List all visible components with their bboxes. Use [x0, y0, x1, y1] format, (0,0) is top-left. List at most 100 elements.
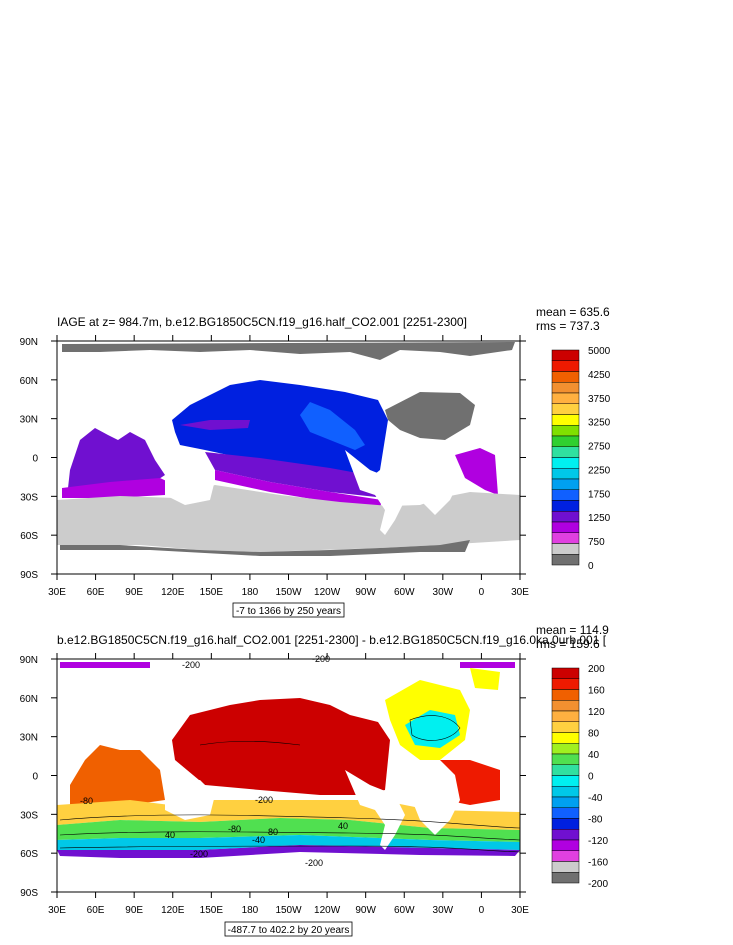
x-tick-label: 150E [200, 905, 224, 916]
contour-label: -40 [252, 835, 265, 845]
colorbar-label: -200 [588, 879, 608, 890]
indian-region-2 [62, 478, 175, 498]
x-tick-label: 30E [511, 587, 529, 598]
colorbar-swatch [551, 807, 580, 819]
x-tick-label: 90W [355, 587, 376, 598]
panel-2: b.e12.BG1850C5CN.f19_g16.half_CO2.001 [2… [20, 623, 609, 937]
colorbar-swatch [551, 721, 580, 733]
contour-line-2 [59, 831, 520, 841]
colorbar-swatch [551, 700, 580, 712]
colorbar-swatch [551, 511, 580, 523]
contour-label: -200 [305, 858, 323, 868]
y-tick-label: 0 [32, 772, 38, 783]
south-pacific-band-2 [215, 470, 382, 508]
colorbar-swatch [551, 689, 580, 701]
y-tick-label: 90S [20, 888, 38, 899]
contour-label: -200 [182, 660, 200, 670]
southern-band-green [57, 818, 520, 842]
arctic-region [62, 342, 515, 360]
y-tick-label: 60N [20, 694, 38, 705]
colorbar-swatch [551, 818, 580, 830]
x-tick-label: 150E [200, 587, 224, 598]
x-tick-label: 30W [433, 905, 454, 916]
y-tick-label: 90N [20, 655, 38, 666]
arctic-band-east [460, 662, 515, 668]
x-tick-label: 0 [479, 587, 485, 598]
contour-label: -200 [255, 795, 273, 805]
panel-2-rms: rms = 159.6 [536, 637, 600, 651]
colorbar-label: 160 [588, 686, 605, 697]
colorbar-swatch [551, 414, 580, 426]
colorbar-swatch [551, 764, 580, 776]
x-tick-label: 180 [242, 587, 259, 598]
x-tick-label: 60W [394, 587, 415, 598]
y-tick-label: 30N [20, 415, 38, 426]
colorbar-label: 40 [588, 750, 600, 761]
panel-2-colorbar: 200 160 120 80 40 0 -40 -80 -120 -160 -200 [551, 664, 608, 890]
colorbar-swatch [551, 796, 580, 808]
antarctic-margin [60, 540, 470, 556]
colorbar-swatch [551, 732, 580, 744]
colorbar-label: 750 [588, 537, 605, 548]
panel-1-map [57, 341, 520, 574]
colorbar-label: 1250 [588, 513, 611, 524]
panel-1-contour-info-box [232, 602, 345, 618]
north-atlantic-region [385, 392, 475, 440]
colorbar-swatch [551, 392, 580, 404]
colorbar-swatch [551, 743, 580, 755]
colorbar-swatch [551, 371, 580, 383]
x-tick-label: 120E [161, 587, 185, 598]
colorbar-swatch [551, 446, 580, 458]
colorbar-swatch [551, 468, 580, 480]
contour-label: -80 [80, 796, 93, 806]
africa [400, 760, 460, 835]
y-tick-label: 60S [20, 531, 38, 542]
colorbar-swatch [551, 435, 580, 447]
panel-1-rms: rms = 737.3 [536, 319, 600, 333]
contour-line-1 [59, 814, 520, 829]
x-tick-label: 120W [314, 905, 341, 916]
indian-region [68, 428, 165, 488]
southern-band-purple [57, 845, 520, 858]
x-tick-label: 120E [161, 905, 185, 916]
y-tick-label: 30S [20, 492, 38, 503]
colorbar-label: 3250 [588, 418, 611, 429]
x-tick-label: 60E [87, 905, 105, 916]
pacific-subregion-b [180, 420, 250, 430]
x-tick-label: 30W [433, 587, 454, 598]
contour-label: -200 [190, 849, 208, 859]
australia [165, 465, 215, 505]
colorbar-label: 2250 [588, 465, 611, 476]
colorbar-swatch [551, 839, 580, 851]
colorbar-label: -160 [588, 858, 608, 869]
colorbar-swatch [551, 360, 580, 372]
colorbar-label: 3750 [588, 394, 611, 405]
panel-2-mean: mean = 114.9 [536, 623, 609, 637]
contour-label: -200 [312, 654, 330, 664]
south-atlantic-region [455, 448, 498, 495]
panel-1-contour-info: -7 to 1366 by 250 years [236, 606, 341, 617]
indian-region [70, 745, 165, 805]
y-tick-label: 60S [20, 849, 38, 860]
colorbar-swatch [551, 554, 580, 566]
nordic-sea-region [470, 668, 500, 690]
panel-2-contour-labels: -200 -200 -200 -200 -200 40 40 80 -40 -8… [80, 654, 348, 868]
colorbar-swatch [551, 532, 580, 544]
pacific-subregion-a [300, 402, 365, 450]
panel-1-mean: mean = 635.6 [536, 305, 610, 319]
x-tick-label: 60W [394, 905, 415, 916]
y-tick-label: 0 [32, 454, 38, 465]
colorbar-swatch [551, 786, 580, 798]
southern-ocean-region [57, 485, 520, 552]
contour-label: -80 [228, 824, 241, 834]
colorbar-swatch [551, 667, 580, 679]
colorbar-label: 5000 [588, 346, 611, 357]
colorbar-swatch [551, 753, 580, 765]
colorbar-label: 4250 [588, 370, 611, 381]
colorbar-swatch [551, 872, 580, 884]
contour-line-4 [199, 740, 301, 746]
x-tick-label: 30E [511, 905, 529, 916]
y-tick-label: 30N [20, 733, 38, 744]
pacific-region [172, 380, 388, 478]
